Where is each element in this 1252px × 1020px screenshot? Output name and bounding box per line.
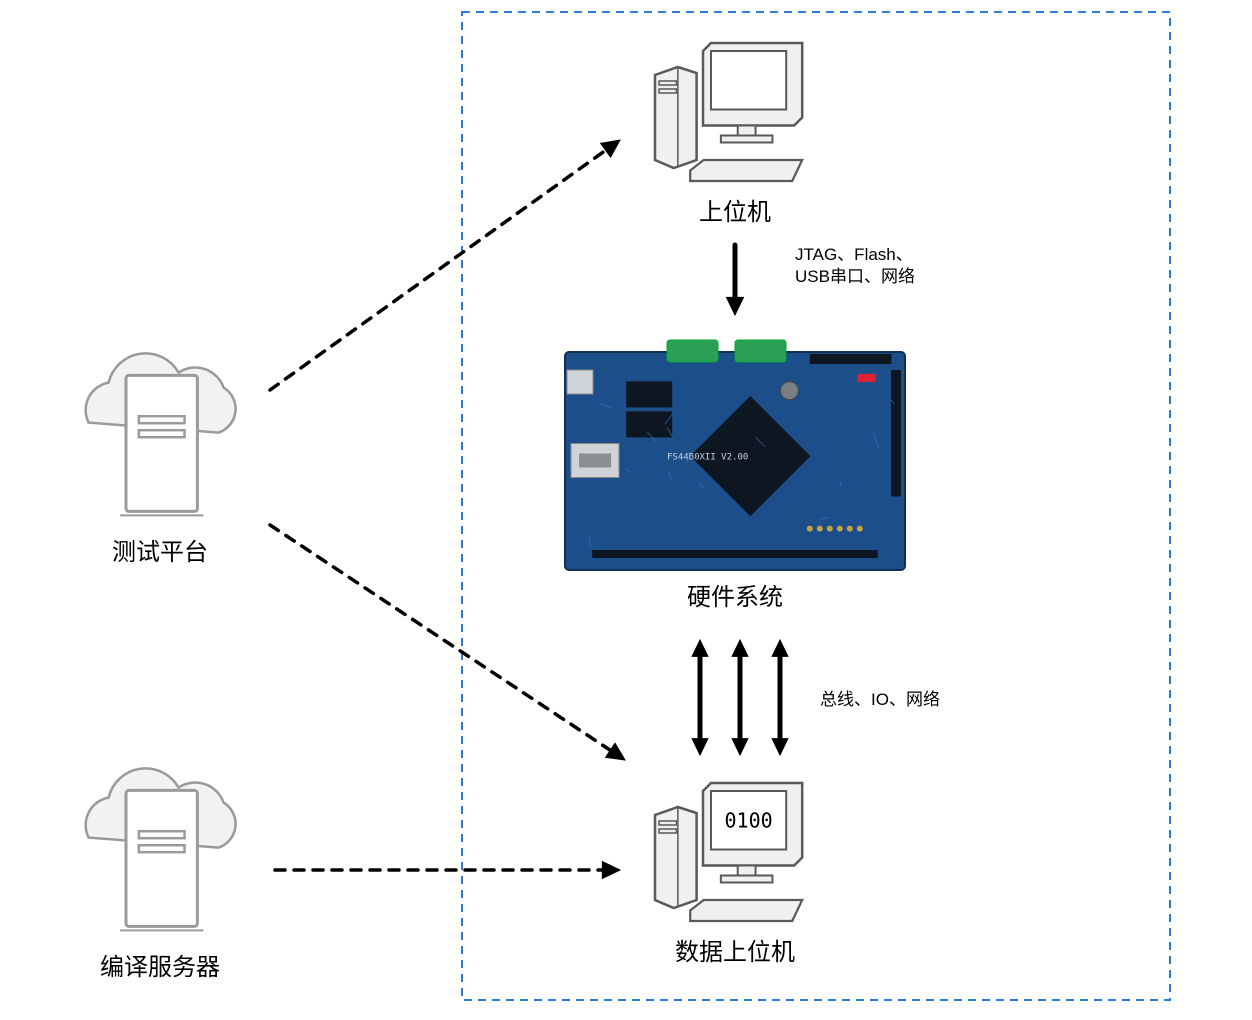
edge-e1 [270,147,611,390]
svg-text:FS44B0XII V2.00: FS44B0XII V2.00 [667,453,748,463]
data_host-icon: 0100 [655,783,802,921]
hw_system-label: 硬件系统 [687,584,783,611]
data_host-screen-text: 0100 [725,808,773,832]
compile_server-label: 编译服务器 [100,954,220,981]
data_host-label: 数据上位机 [675,939,795,966]
edge-e5-label-0: 总线、IO、网络 [820,690,940,709]
host_pc-label: 上位机 [699,199,771,226]
hw_system-icon: FS44B0XII V2.00 [565,340,905,570]
host_pc-icon [655,43,802,181]
edge-e4-label-0: JTAG、Flash、 [795,245,913,264]
compile_server-icon [86,768,236,930]
edge-e4-label-1: USB串口、网络 [795,267,915,286]
test_platform-icon [86,353,236,515]
edge-e2 [270,525,616,754]
test_platform-label: 测试平台 [112,539,208,566]
